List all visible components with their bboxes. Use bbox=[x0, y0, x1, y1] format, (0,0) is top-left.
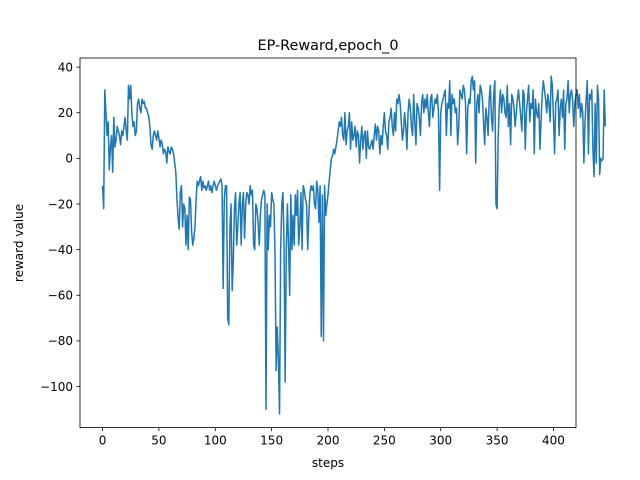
y-axis-title: reward value bbox=[12, 204, 26, 282]
y-axis: −100 −80 −60 −40 −20 0 20 40 bbox=[40, 60, 80, 394]
x-tick-label: 350 bbox=[486, 434, 509, 448]
x-tick-label: 100 bbox=[204, 434, 227, 448]
x-tick-label: 250 bbox=[373, 434, 396, 448]
y-tick-label: 0 bbox=[65, 152, 73, 166]
x-tick-label: 200 bbox=[317, 434, 340, 448]
chart-title: EP-Reward,epoch_0 bbox=[258, 38, 399, 54]
y-tick-label: −40 bbox=[48, 243, 73, 257]
x-tick-label: 400 bbox=[542, 434, 565, 448]
x-axis-title: steps bbox=[312, 456, 344, 470]
y-tick-label: 40 bbox=[58, 60, 73, 74]
x-tick-label: 300 bbox=[429, 434, 452, 448]
y-tick-label: −60 bbox=[48, 289, 73, 303]
y-tick-label: −80 bbox=[48, 334, 73, 348]
x-tick-label: 150 bbox=[260, 434, 283, 448]
x-tick-label: 0 bbox=[99, 434, 107, 448]
y-tick-label: −100 bbox=[40, 380, 73, 394]
y-tick-label: 20 bbox=[58, 106, 73, 120]
reward-series-line bbox=[101, 75, 607, 415]
plot-area bbox=[101, 75, 607, 415]
y-tick-label: −20 bbox=[48, 197, 73, 211]
x-axis: 0 50 100 150 200 250 300 350 400 bbox=[99, 427, 565, 448]
x-tick-label: 50 bbox=[151, 434, 166, 448]
